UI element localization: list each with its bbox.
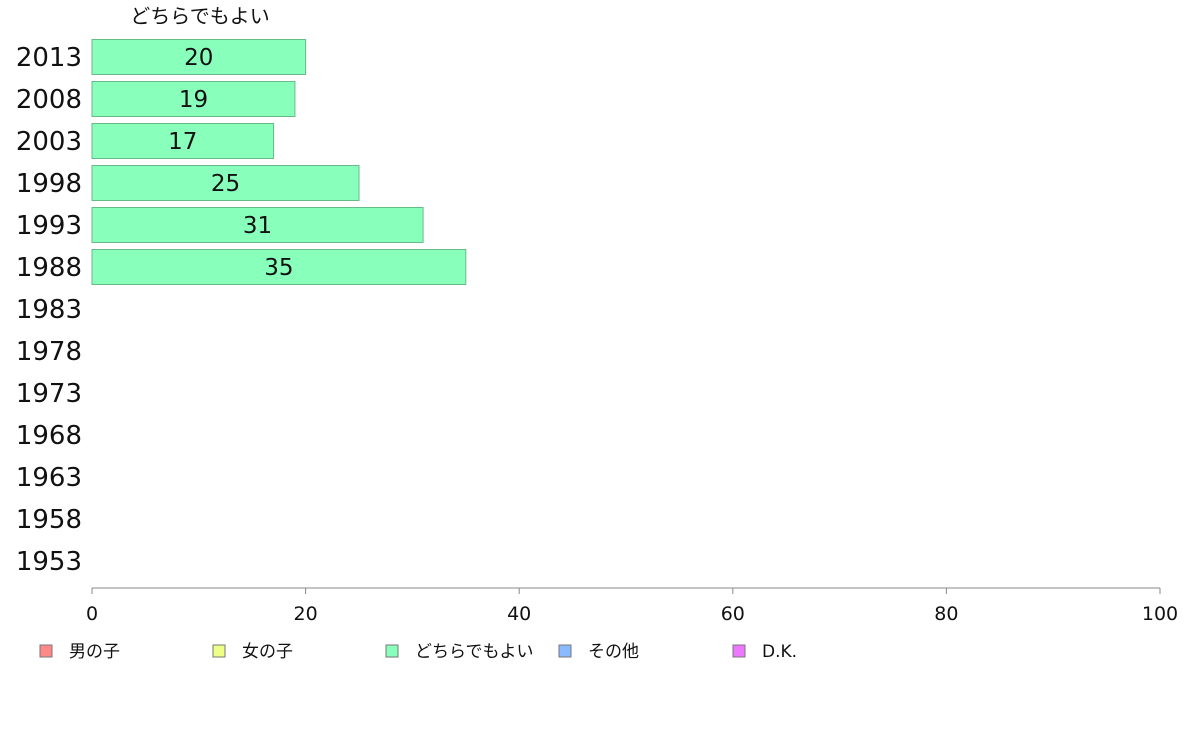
- x-tick-label-20: 20: [294, 603, 318, 625]
- category-label-1998: 1998: [16, 169, 82, 199]
- category-label-1953: 1953: [16, 547, 82, 577]
- bar-value-label-1988: 35: [264, 255, 293, 281]
- x-axis: 0 20 40 60 80 100: [86, 587, 1178, 625]
- bar-value-label-2008: 19: [179, 87, 208, 113]
- legend-swatch-4: [732, 644, 746, 658]
- category-label-1983: 1983: [16, 295, 82, 325]
- bar-value-label-2003: 17: [168, 129, 197, 155]
- series-title: どちらでもよい: [130, 4, 269, 28]
- x-tick-label-40: 40: [507, 603, 531, 625]
- x-tick-label-100: 100: [1142, 603, 1178, 625]
- bar-2013: [91, 39, 307, 75]
- legend-swatch-3: [558, 644, 572, 658]
- legend-label-2: どちらでもよい: [415, 642, 534, 662]
- bar-value-label-1998: 25: [211, 171, 240, 197]
- bar-1993: [91, 207, 424, 243]
- x-tick-label-0: 0: [86, 603, 98, 625]
- x-tick-label-80: 80: [934, 603, 958, 625]
- bar-1988: [91, 249, 467, 285]
- bar-2003: [91, 123, 275, 159]
- legend-label-4: D.K.: [762, 642, 797, 662]
- category-label-2008: 2008: [16, 85, 82, 115]
- category-label-1973: 1973: [16, 379, 82, 409]
- legend-label-0: 男の子: [69, 642, 120, 662]
- category-label-1993: 1993: [16, 211, 82, 241]
- legend-label-3: その他: [588, 642, 639, 662]
- category-label-1978: 1978: [16, 337, 82, 367]
- legend-label-1: 女の子: [242, 642, 293, 662]
- legend-swatch-0: [39, 644, 53, 658]
- category-label-1963: 1963: [16, 463, 82, 493]
- category-label-1968: 1968: [16, 421, 82, 451]
- bar-2008: [91, 81, 296, 117]
- legend: 男の子 女の子 どちらでもよい その他 D.K.: [39, 642, 797, 662]
- category-labels: 2013 2008 2003 1998 1993 1988 1983 1978 1973 1968…: [16, 43, 82, 577]
- legend-swatch-2: [385, 644, 399, 658]
- bars: [91, 39, 467, 285]
- category-label-2013: 2013: [16, 43, 82, 73]
- bar-value-label-2013: 20: [184, 45, 213, 71]
- category-label-1988: 1988: [16, 253, 82, 283]
- category-label-1958: 1958: [16, 505, 82, 535]
- category-label-2003: 2003: [16, 127, 82, 157]
- bar-1998: [91, 165, 360, 201]
- legend-swatch-1: [212, 644, 226, 658]
- bar-value-label-1993: 31: [243, 213, 272, 239]
- x-tick-label-60: 60: [721, 603, 745, 625]
